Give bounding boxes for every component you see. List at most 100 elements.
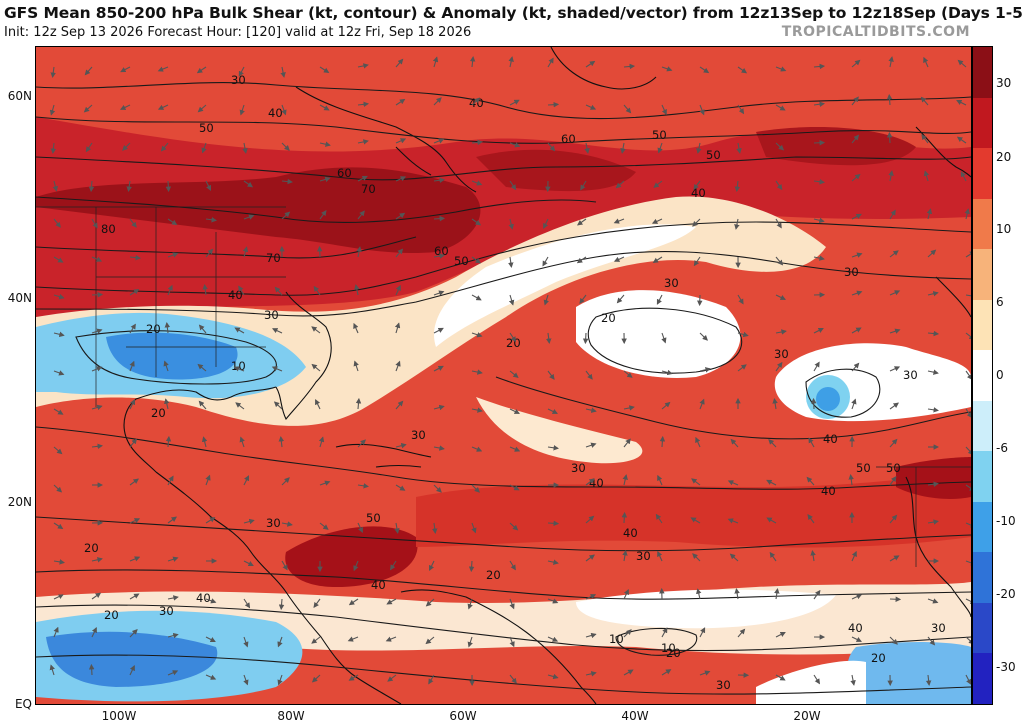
anomaly-vector: [623, 63, 636, 70]
anomaly-vector: [889, 438, 898, 448]
lon-label: 40W: [621, 709, 649, 723]
anomaly-vector: [547, 370, 555, 380]
contour-label: 10: [661, 641, 676, 655]
anomaly-vector: [543, 218, 549, 229]
anomaly-vector: [775, 142, 785, 151]
anomaly-vector: [205, 474, 211, 486]
anomaly-vector: [657, 550, 663, 562]
anomaly-vector: [281, 521, 293, 527]
anomaly-vector: [850, 674, 856, 686]
anomaly-vector: [927, 291, 939, 297]
anomaly-vector: [734, 588, 740, 600]
anomaly-vector: [889, 366, 901, 372]
anomaly-vector: [921, 134, 929, 144]
anomaly-vector: [53, 408, 64, 415]
anomaly-vector: [471, 256, 481, 264]
anomaly-vector: [242, 246, 249, 258]
contour-label: 70: [361, 182, 376, 196]
contour-label: 20: [151, 406, 166, 420]
anomaly-vector: [889, 209, 896, 220]
anomaly-vector: [243, 560, 254, 566]
anomaly-vector: [395, 248, 404, 258]
anomaly-vector: [775, 674, 786, 681]
anomaly-vector: [429, 560, 435, 571]
anomaly-vector: [810, 550, 816, 562]
anomaly-vector: [585, 671, 597, 677]
anomaly-vector: [737, 294, 744, 305]
anomaly-vector: [736, 142, 742, 154]
anomaly-vector: [622, 474, 628, 486]
anomaly-vector: [699, 66, 710, 74]
anomaly-vector: [278, 436, 285, 448]
anomaly-vector: [547, 445, 559, 451]
anomaly-vector: [53, 594, 64, 600]
anomaly-vector: [167, 284, 173, 296]
anomaly-vector: [278, 598, 285, 611]
anomaly-vector: [91, 366, 103, 372]
anomaly-vector: [927, 369, 939, 375]
anomaly-vector: [239, 436, 245, 448]
anomaly-vector: [623, 405, 635, 411]
contour-label: 30: [844, 265, 859, 279]
anomaly-vector: [281, 104, 287, 116]
anomaly-vector: [956, 100, 967, 106]
colorbar-segment: [973, 198, 992, 250]
anomaly-vector: [775, 632, 786, 638]
contour-label: 30: [931, 621, 946, 635]
anomaly-vector: [311, 326, 321, 334]
anomaly-vector: [395, 58, 404, 68]
colorbar-segment: [973, 602, 992, 654]
anomaly-vector: [851, 362, 860, 372]
anomaly-vector: [737, 364, 747, 372]
brand-watermark: TROPICALTIDBITS.COM: [781, 24, 970, 40]
anomaly-vector: [768, 439, 777, 448]
anomaly-vector: [471, 139, 483, 146]
anomaly-vector: [91, 443, 103, 450]
anomaly-vector: [319, 480, 331, 486]
anomaly-vector: [813, 361, 820, 372]
anomaly-vector: [394, 322, 401, 334]
contour-label: 30: [716, 678, 731, 692]
anomaly-vector: [205, 674, 217, 680]
lon-label: 20W: [793, 709, 821, 723]
anomaly-vector: [927, 330, 940, 337]
anomaly-vector: [851, 134, 860, 144]
contour-label: 20: [666, 646, 681, 660]
anomaly-vector: [622, 550, 628, 562]
anomaly-vector: [471, 369, 483, 375]
anomaly-vector: [542, 256, 549, 267]
contour-label: 60: [337, 166, 352, 180]
anomaly-vector: [775, 180, 783, 191]
anomaly-vector: [585, 594, 597, 600]
anomaly-vector: [923, 170, 930, 182]
anomaly-vector: [91, 592, 102, 600]
anomaly-vector: [91, 291, 104, 298]
lon-label: 100W: [101, 709, 137, 723]
anomaly-vector: [390, 560, 397, 571]
anomaly-vector: [623, 370, 633, 378]
anomaly-vector: [198, 324, 207, 334]
anomaly-vector: [120, 104, 131, 110]
anomaly-vector: [471, 332, 483, 338]
anomaly-vector: [201, 436, 208, 448]
anomaly-vector: [471, 484, 480, 493]
anomaly-vector: [50, 66, 56, 78]
anomaly-vector: [167, 516, 177, 524]
colorbar-segment: [973, 501, 992, 553]
anomaly-vector: [851, 213, 862, 220]
anomaly-vector: [509, 674, 517, 684]
anomaly-vector: [205, 180, 211, 191]
anomaly-vector: [851, 96, 859, 106]
anomaly-vector: [851, 594, 863, 600]
anomaly-vector: [433, 365, 444, 372]
anomaly-vector: [661, 627, 668, 638]
anomaly-vector: [651, 218, 663, 224]
anomaly-vector: [766, 479, 777, 486]
anomaly-vector: [699, 398, 705, 410]
anomaly-vector: [582, 332, 589, 345]
anomaly-vector: [810, 397, 817, 410]
anomaly-vector: [160, 142, 169, 152]
anomaly-vector: [851, 59, 861, 68]
anomaly-vector: [661, 401, 671, 410]
anomaly-vector: [205, 636, 216, 642]
